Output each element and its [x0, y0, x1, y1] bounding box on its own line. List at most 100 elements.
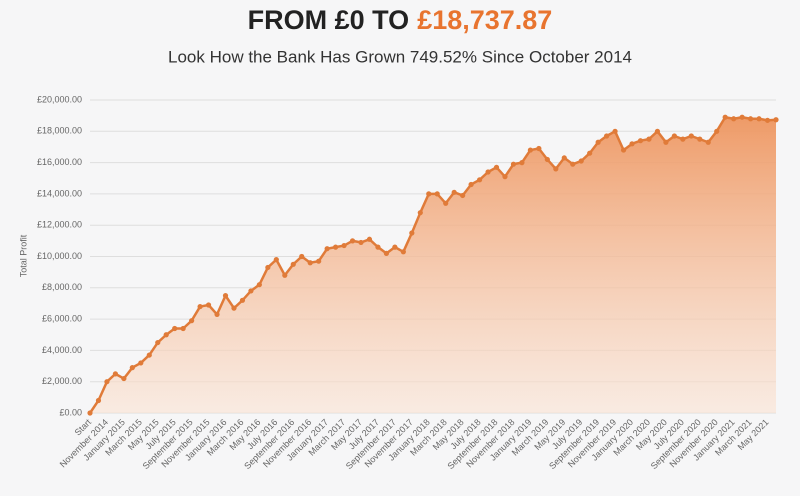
point [282, 272, 288, 278]
point [163, 332, 169, 338]
point [87, 410, 93, 416]
point [375, 244, 381, 250]
point [214, 311, 220, 318]
point [637, 138, 644, 144]
point [121, 375, 127, 382]
y-tick-label: £12,000.00 [37, 220, 82, 230]
point [722, 114, 728, 120]
point [620, 147, 627, 153]
point [129, 365, 135, 371]
point [95, 397, 102, 404]
point [612, 128, 618, 134]
point [773, 117, 779, 123]
point [180, 325, 186, 332]
point [654, 128, 661, 134]
point [146, 352, 152, 358]
point [544, 156, 550, 163]
point [604, 133, 610, 139]
chart-subtitle: Look How the Bank Has Grown 749.52% Sinc… [168, 47, 632, 66]
point [476, 177, 483, 183]
y-axis-label: Total Profit [18, 234, 28, 277]
point [680, 136, 686, 142]
y-tick-label: £14,000.00 [37, 188, 82, 198]
point [739, 114, 745, 120]
point [358, 239, 364, 246]
y-tick-label: £20,000.00 [37, 94, 82, 104]
title-highlight: £18,737.87 [417, 5, 552, 35]
y-tick-label: £0.00 [59, 407, 82, 417]
point [443, 200, 449, 206]
point [265, 264, 271, 271]
point [290, 261, 296, 267]
point [189, 318, 195, 324]
point [366, 236, 373, 242]
point [349, 238, 356, 244]
point [663, 139, 669, 145]
point [239, 297, 246, 303]
point [705, 139, 711, 145]
y-tick-label: £8,000.00 [42, 282, 82, 292]
point [273, 257, 279, 263]
line [88, 115, 777, 414]
y-tick-label: £16,000.00 [37, 157, 82, 167]
point [502, 174, 508, 180]
y-tick-label: £18,000.00 [37, 126, 82, 136]
point [426, 191, 432, 197]
point [553, 166, 559, 172]
point [510, 161, 517, 167]
point [731, 116, 737, 122]
point [205, 302, 212, 308]
point [570, 161, 576, 167]
point [256, 282, 262, 288]
point [595, 139, 601, 145]
point [231, 305, 237, 311]
point [493, 164, 500, 170]
point [629, 141, 635, 147]
point [688, 133, 694, 139]
point [392, 244, 398, 250]
point [409, 230, 415, 236]
title-text: FROM £0 TO [248, 5, 410, 35]
point [138, 360, 144, 366]
point [341, 242, 347, 249]
point [222, 293, 229, 299]
point [756, 116, 762, 122]
point [747, 116, 754, 122]
point [400, 249, 406, 255]
point [519, 160, 525, 166]
point [104, 379, 110, 385]
chart-title: FROM £0 TO £18,737.87 [248, 5, 553, 35]
point [316, 258, 322, 264]
point [485, 169, 491, 175]
area [90, 117, 776, 413]
point [197, 303, 203, 310]
point [383, 250, 390, 256]
point [172, 325, 178, 332]
point [578, 158, 584, 164]
point [587, 150, 593, 156]
point [324, 246, 330, 252]
point [417, 210, 423, 216]
point [307, 260, 313, 266]
point [671, 133, 677, 139]
y-tick-label: £4,000.00 [42, 345, 82, 355]
point [536, 145, 542, 152]
point [460, 192, 466, 199]
point [527, 147, 533, 153]
point [333, 244, 339, 250]
point [468, 181, 474, 188]
point [646, 136, 652, 142]
point [714, 128, 720, 134]
point [299, 253, 305, 260]
point [434, 191, 440, 197]
point [697, 136, 703, 142]
point [451, 189, 457, 195]
point [764, 117, 771, 123]
point [155, 339, 161, 346]
point [561, 155, 567, 161]
y-tick-label: £10,000.00 [37, 251, 82, 261]
y-tick-label: £6,000.00 [42, 313, 82, 323]
point [248, 288, 254, 294]
y-tick-label: £2,000.00 [42, 376, 82, 386]
